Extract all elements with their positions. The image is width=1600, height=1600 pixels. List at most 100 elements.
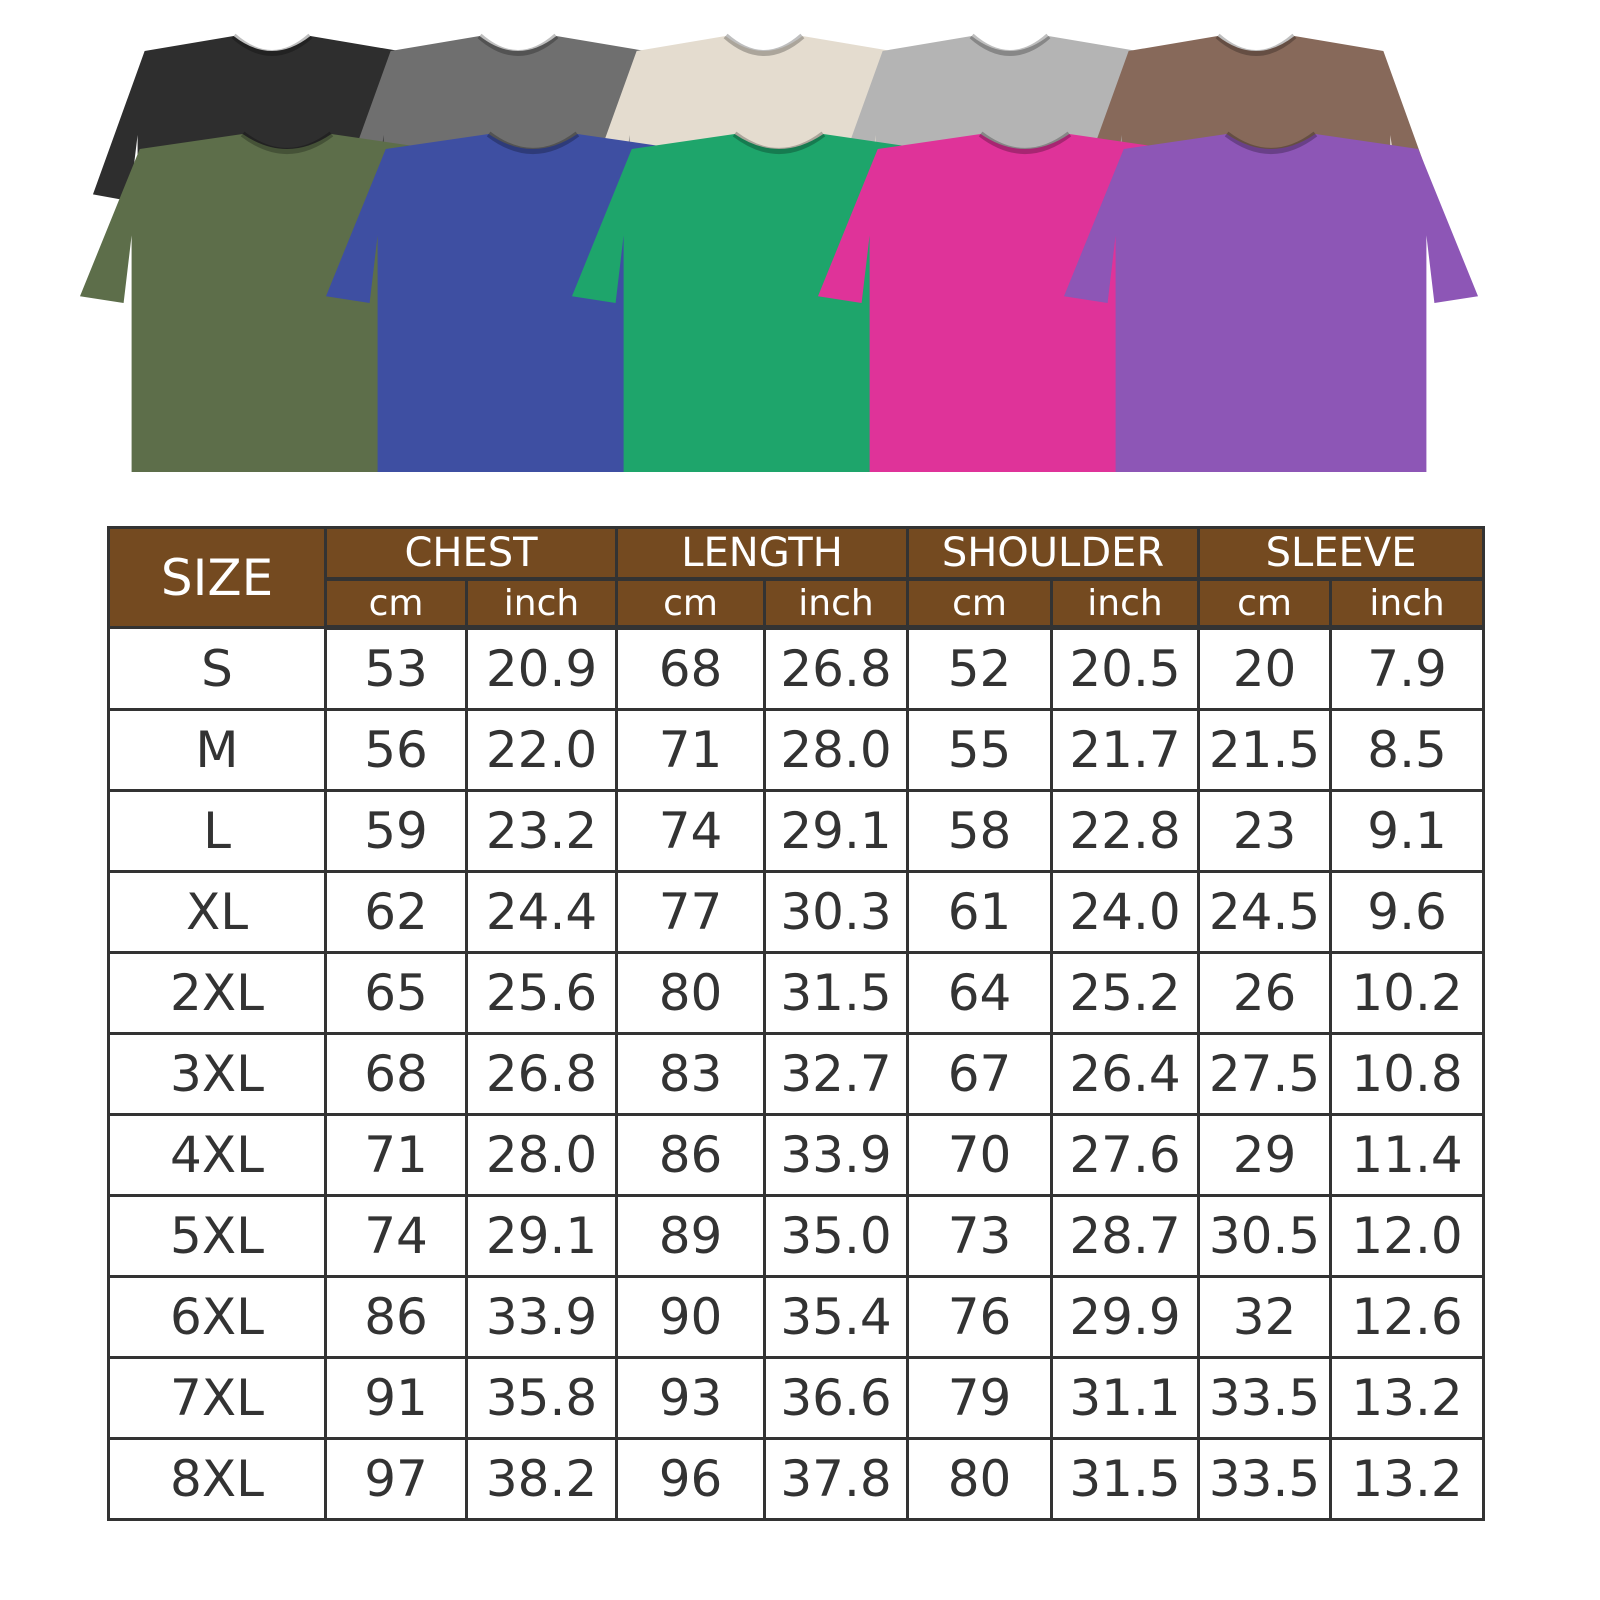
measurement-cell: 70 bbox=[906, 1113, 1054, 1197]
measurement-cell: 52 bbox=[906, 626, 1054, 711]
unit-header: inch bbox=[464, 577, 619, 630]
measurement-cell: 76 bbox=[906, 1275, 1054, 1359]
length-header: LENGTH bbox=[615, 526, 910, 581]
measurement-cell: 21.5 bbox=[1197, 708, 1333, 792]
measurement-cell: 27.6 bbox=[1050, 1113, 1201, 1197]
measurement-cell: 74 bbox=[615, 789, 767, 873]
measurement-cell: 36.6 bbox=[763, 1356, 910, 1440]
size-header: SIZE bbox=[107, 526, 327, 629]
measurement-cell: 32 bbox=[1197, 1275, 1333, 1359]
measurement-cell: 83 bbox=[615, 1032, 767, 1116]
measurement-cell: 31.5 bbox=[763, 951, 910, 1035]
measurement-cell: 33.5 bbox=[1197, 1437, 1333, 1521]
measurement-cell: 13.2 bbox=[1329, 1437, 1486, 1521]
measurement-cell: 29.1 bbox=[763, 789, 910, 873]
measurement-cell: 28.0 bbox=[464, 1113, 619, 1197]
measurement-cell: 8.5 bbox=[1329, 708, 1486, 792]
measurement-cell: 24.0 bbox=[1050, 870, 1201, 954]
measurement-cell: 27.5 bbox=[1197, 1032, 1333, 1116]
measurement-cell: 71 bbox=[324, 1113, 468, 1197]
measurement-cell: 35.4 bbox=[763, 1275, 910, 1359]
measurement-cell: 31.1 bbox=[1050, 1356, 1201, 1440]
measurement-cell: 35.8 bbox=[464, 1356, 619, 1440]
size-cell: 5XL bbox=[107, 1194, 327, 1278]
size-cell: 7XL bbox=[107, 1356, 327, 1440]
measurement-cell: 20 bbox=[1197, 626, 1333, 711]
measurement-cell: 9.1 bbox=[1329, 789, 1486, 873]
measurement-cell: 23.2 bbox=[464, 789, 619, 873]
measurement-cell: 91 bbox=[324, 1356, 468, 1440]
unit-header: cm bbox=[1197, 577, 1333, 630]
measurement-cell: 64 bbox=[906, 951, 1054, 1035]
measurement-cell: 37.8 bbox=[763, 1437, 910, 1521]
measurement-cell: 20.9 bbox=[464, 626, 619, 711]
measurement-cell: 12.0 bbox=[1329, 1194, 1486, 1278]
measurement-cell: 68 bbox=[615, 626, 767, 711]
measurement-cell: 74 bbox=[324, 1194, 468, 1278]
tshirt-color-swatches bbox=[79, 33, 1479, 472]
measurement-cell: 10.8 bbox=[1329, 1032, 1486, 1116]
measurement-cell: 30.3 bbox=[763, 870, 910, 954]
measurement-cell: 11.4 bbox=[1329, 1113, 1486, 1197]
measurement-cell: 26.4 bbox=[1050, 1032, 1201, 1116]
size-cell: 2XL bbox=[107, 951, 327, 1035]
measurement-cell: 80 bbox=[615, 951, 767, 1035]
measurement-cell: 24.4 bbox=[464, 870, 619, 954]
measurement-cell: 26.8 bbox=[763, 626, 910, 711]
measurement-cell: 32.7 bbox=[763, 1032, 910, 1116]
shoulder-header: SHOULDER bbox=[906, 526, 1201, 581]
measurement-cell: 24.5 bbox=[1197, 870, 1333, 954]
measurement-cell: 22.0 bbox=[464, 708, 619, 792]
measurement-cell: 86 bbox=[324, 1275, 468, 1359]
measurement-cell: 53 bbox=[324, 626, 468, 711]
unit-header: cm bbox=[324, 577, 468, 630]
measurement-cell: 97 bbox=[324, 1437, 468, 1521]
measurement-cell: 96 bbox=[615, 1437, 767, 1521]
measurement-cell: 20.5 bbox=[1050, 626, 1201, 711]
measurement-cell: 29.1 bbox=[464, 1194, 619, 1278]
measurement-cell: 71 bbox=[615, 708, 767, 792]
measurement-cell: 25.6 bbox=[464, 951, 619, 1035]
size-cell: XL bbox=[107, 870, 327, 954]
measurement-cell: 10.2 bbox=[1329, 951, 1486, 1035]
table-row: XL 62 24.4 77 30.3 61 24.0 24.5 9.6 bbox=[107, 870, 1486, 954]
measurement-cell: 25.2 bbox=[1050, 951, 1201, 1035]
table-row: 4XL 71 28.0 86 33.9 70 27.6 29 11.4 bbox=[107, 1113, 1486, 1197]
size-chart-table: SIZE CHEST LENGTH SHOULDER SLEEVE cm inch… bbox=[107, 526, 1486, 1521]
measurement-cell: 28.0 bbox=[763, 708, 910, 792]
size-cell: L bbox=[107, 789, 327, 873]
unit-header: cm bbox=[906, 577, 1054, 630]
table-row: 5XL 74 29.1 89 35.0 73 28.7 30.5 12.0 bbox=[107, 1194, 1486, 1278]
measurement-cell: 28.7 bbox=[1050, 1194, 1201, 1278]
measurement-cell: 93 bbox=[615, 1356, 767, 1440]
measurement-cell: 9.6 bbox=[1329, 870, 1486, 954]
unit-header: inch bbox=[763, 577, 910, 630]
measurement-cell: 79 bbox=[906, 1356, 1054, 1440]
measurement-cell: 67 bbox=[906, 1032, 1054, 1116]
unit-header: inch bbox=[1329, 577, 1486, 630]
measurement-cell: 22.8 bbox=[1050, 789, 1201, 873]
unit-header: inch bbox=[1050, 577, 1201, 630]
measurement-cell: 65 bbox=[324, 951, 468, 1035]
measurement-cell: 58 bbox=[906, 789, 1054, 873]
measurement-cell: 77 bbox=[615, 870, 767, 954]
table-row: 2XL 65 25.6 80 31.5 64 25.2 26 10.2 bbox=[107, 951, 1486, 1035]
measurement-cell: 35.0 bbox=[763, 1194, 910, 1278]
measurement-cell: 26 bbox=[1197, 951, 1333, 1035]
measurement-cell: 61 bbox=[906, 870, 1054, 954]
measurement-cell: 62 bbox=[324, 870, 468, 954]
table-row: M 56 22.0 71 28.0 55 21.7 21.5 8.5 bbox=[107, 708, 1486, 792]
measurement-cell: 89 bbox=[615, 1194, 767, 1278]
measurement-cell: 55 bbox=[906, 708, 1054, 792]
measurement-cell: 29.9 bbox=[1050, 1275, 1201, 1359]
measurement-cell: 56 bbox=[324, 708, 468, 792]
tshirt-front-row bbox=[1063, 131, 1479, 472]
measurement-cell: 59 bbox=[324, 789, 468, 873]
size-cell: S bbox=[107, 626, 327, 711]
size-cell: 6XL bbox=[107, 1275, 327, 1359]
measurement-cell: 33.9 bbox=[763, 1113, 910, 1197]
unit-header: cm bbox=[615, 577, 767, 630]
table-row: 3XL 68 26.8 83 32.7 67 26.4 27.5 10.8 bbox=[107, 1032, 1486, 1116]
measurement-cell: 26.8 bbox=[464, 1032, 619, 1116]
measurement-cell: 12.6 bbox=[1329, 1275, 1486, 1359]
